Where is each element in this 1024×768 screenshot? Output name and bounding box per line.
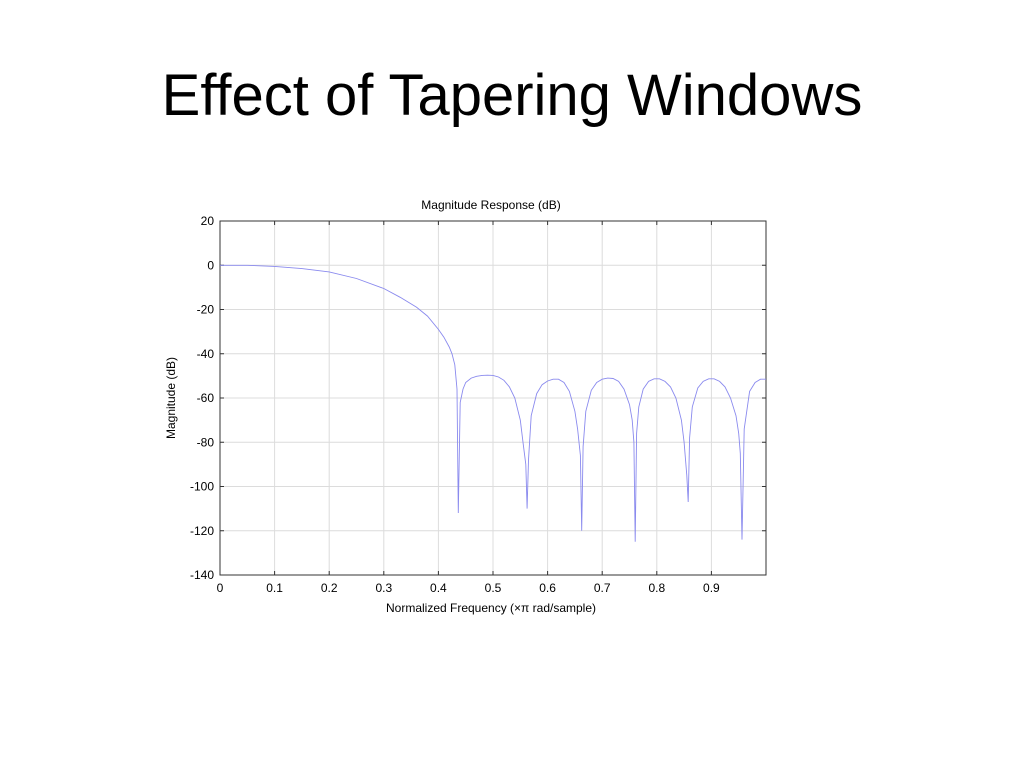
x-tick-label: 0.7 [594,581,611,595]
y-tick-label: 20 [201,214,215,228]
y-tick-label: -100 [190,480,214,494]
axis-ticks [219,220,766,576]
y-tick-label: -60 [197,391,215,405]
x-tick-label: 0.4 [430,581,447,595]
y-tick-labels: 20 0 -20 -40 -60 -80 -100 -120 -140 [190,214,214,582]
x-axis-label: Normalized Frequency (×π rad/sample) [386,601,596,615]
y-tick-label: 0 [207,258,214,272]
y-tick-label: -20 [197,303,215,317]
x-tick-label: 0.2 [321,581,338,595]
grid-lines [219,220,766,576]
x-tick-label: 0 [217,581,224,595]
magnitude-response-line [220,264,766,542]
y-tick-label: -80 [197,435,215,449]
y-axis-label: Magnitude (dB) [164,357,178,439]
slide-title: Effect of Tapering Windows [161,63,863,128]
x-tick-labels: 0 0.1 0.2 0.3 0.4 0.5 0.6 0.7 0.8 0.9 [217,581,720,595]
y-tick-label: -40 [197,347,215,361]
x-tick-label: 0.6 [539,581,556,595]
x-tick-label: 0.9 [703,581,720,595]
chart-title: Magnitude Response (dB) [421,198,560,212]
y-tick-label: -140 [190,568,214,582]
x-tick-label: 0.3 [375,581,392,595]
x-tick-label: 0.5 [485,581,502,595]
x-tick-label: 0.8 [648,581,665,595]
y-tick-label: -120 [190,524,214,538]
x-tick-label: 0.1 [266,581,283,595]
